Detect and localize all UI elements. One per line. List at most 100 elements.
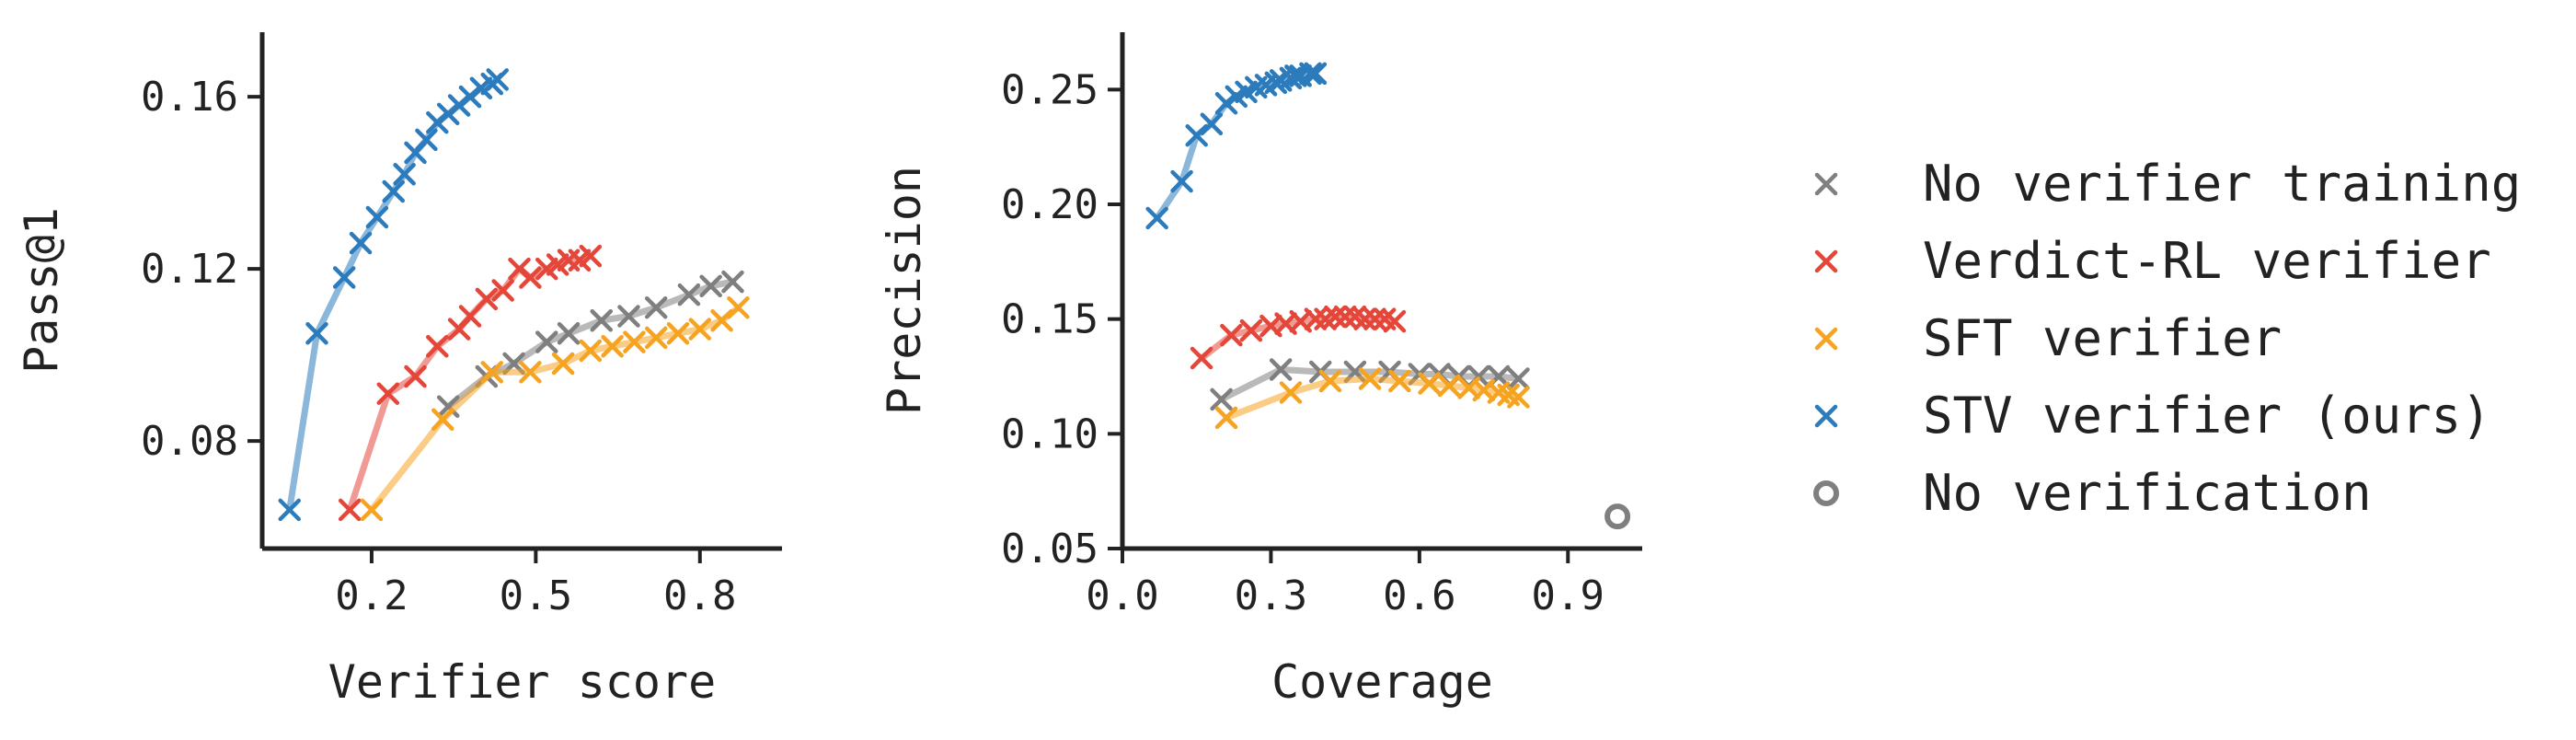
series-stv-verifier-ours [1145, 62, 1328, 230]
data-point [426, 335, 449, 358]
y-tick-label: 0.20 [1001, 181, 1098, 228]
data-point [1383, 309, 1407, 333]
point-no-verification [1604, 503, 1631, 530]
data-point [393, 163, 416, 186]
data-point [305, 322, 328, 345]
data-point [1170, 169, 1193, 193]
data-point [376, 382, 400, 405]
data-point [579, 244, 603, 268]
y-tick-label: 0.12 [141, 246, 238, 293]
legend-marker [1814, 404, 1838, 428]
series-verdict-rl-verifier [338, 244, 603, 522]
data-point [1239, 318, 1263, 342]
legend-item-no-verifier-training: No verifier training [1814, 155, 2521, 213]
data-point [666, 322, 690, 345]
data-point [349, 231, 373, 255]
data-point [382, 179, 405, 203]
data-point [644, 326, 668, 350]
x-tick-label: 0.6 [1383, 572, 1455, 619]
data-point [590, 308, 613, 332]
data-point [688, 318, 712, 341]
data-point [1318, 369, 1342, 393]
y-axis-label: Pass@1 [15, 207, 68, 374]
data-point [338, 498, 362, 522]
legend-item-stv-verifier-ours: STV verifier (ours) [1814, 387, 2491, 445]
data-point [365, 205, 389, 229]
data-point [721, 270, 744, 294]
data-point [546, 253, 569, 276]
data-point [404, 364, 427, 388]
data-point [1185, 123, 1208, 147]
series-sft-verifier [1214, 367, 1530, 430]
x-axis-label: Coverage [1271, 655, 1493, 709]
data-point [1210, 387, 1233, 411]
x-tick-label: 0.9 [1532, 572, 1604, 619]
data-point [1214, 406, 1238, 430]
legend-label: Verdict-RL verifier [1923, 232, 2491, 290]
data-point [535, 257, 558, 281]
y-tick-label: 0.16 [141, 74, 238, 121]
y-tick-label: 0.15 [1001, 296, 1098, 343]
data-point [1388, 369, 1411, 393]
data-point [480, 361, 504, 384]
data-point [1269, 358, 1293, 381]
data-point [1214, 92, 1238, 115]
x-tick-label: 0.8 [663, 572, 736, 619]
data-point [475, 287, 499, 311]
pass-at-1-panel: 0.08 0.12 0.16 0.2 0.5 0.8 Verifier score Pass@… [15, 32, 782, 709]
data-point [486, 68, 509, 91]
data-point [1220, 323, 1243, 347]
data-point [557, 322, 581, 345]
data-point [415, 128, 438, 152]
series-sft-verifier [360, 295, 750, 522]
data-point [568, 249, 592, 272]
data-point [699, 274, 722, 298]
data-point [579, 339, 603, 363]
data-point [519, 266, 542, 289]
x-tick-label: 0.5 [500, 572, 572, 619]
x-tick-label: 0.2 [335, 572, 408, 619]
data-point [677, 283, 701, 306]
legend-marker [1813, 480, 1839, 506]
data-point [519, 361, 542, 384]
legend-label: STV verifier (ours) [1923, 387, 2491, 445]
data-point [601, 335, 624, 358]
y-tick-label: 0.10 [1001, 410, 1098, 457]
data-point [551, 352, 575, 376]
y-tick-label: 0.05 [1001, 526, 1098, 572]
data-point [469, 76, 493, 100]
data-point [617, 305, 640, 328]
data-point [1200, 112, 1224, 135]
data-point [1299, 62, 1322, 86]
legend-label: No verifier training [1923, 155, 2521, 213]
data-point [1190, 346, 1213, 370]
legend-marker [1814, 172, 1838, 196]
series-stv-verifier-ours [278, 68, 509, 522]
data-point [491, 279, 514, 302]
data-point [1437, 374, 1461, 398]
data-point [1279, 381, 1303, 404]
data-point [710, 308, 733, 332]
data-point [1507, 386, 1530, 409]
y-tick-label: 0.25 [1001, 66, 1098, 113]
legend-marker [1814, 327, 1838, 351]
data-point [727, 295, 750, 319]
legend: No verifier training Verdict-RL verifier S… [1813, 155, 2521, 522]
data-point [1304, 62, 1328, 86]
x-tick-label: 0.3 [1235, 572, 1307, 619]
y-axis-label: Precision [878, 166, 931, 415]
series-line [286, 75, 501, 514]
x-tick-label: 0.0 [1086, 572, 1158, 619]
data-point [644, 295, 668, 319]
series-line [346, 252, 594, 514]
data-point [1507, 367, 1530, 390]
data-point [278, 498, 301, 522]
series-verdict-rl-verifier [1190, 305, 1407, 370]
legend-item-no-verification: No verification [1813, 464, 2372, 522]
x-axis-label: Verifier score [328, 655, 716, 709]
data-point [1358, 367, 1382, 390]
legend-marker [1814, 249, 1838, 273]
data-point [332, 266, 356, 289]
data-point [623, 330, 646, 353]
